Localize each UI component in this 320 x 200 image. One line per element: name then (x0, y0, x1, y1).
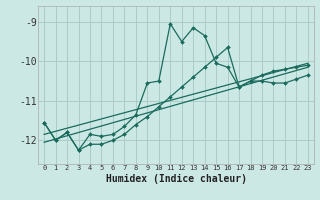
X-axis label: Humidex (Indice chaleur): Humidex (Indice chaleur) (106, 174, 246, 184)
